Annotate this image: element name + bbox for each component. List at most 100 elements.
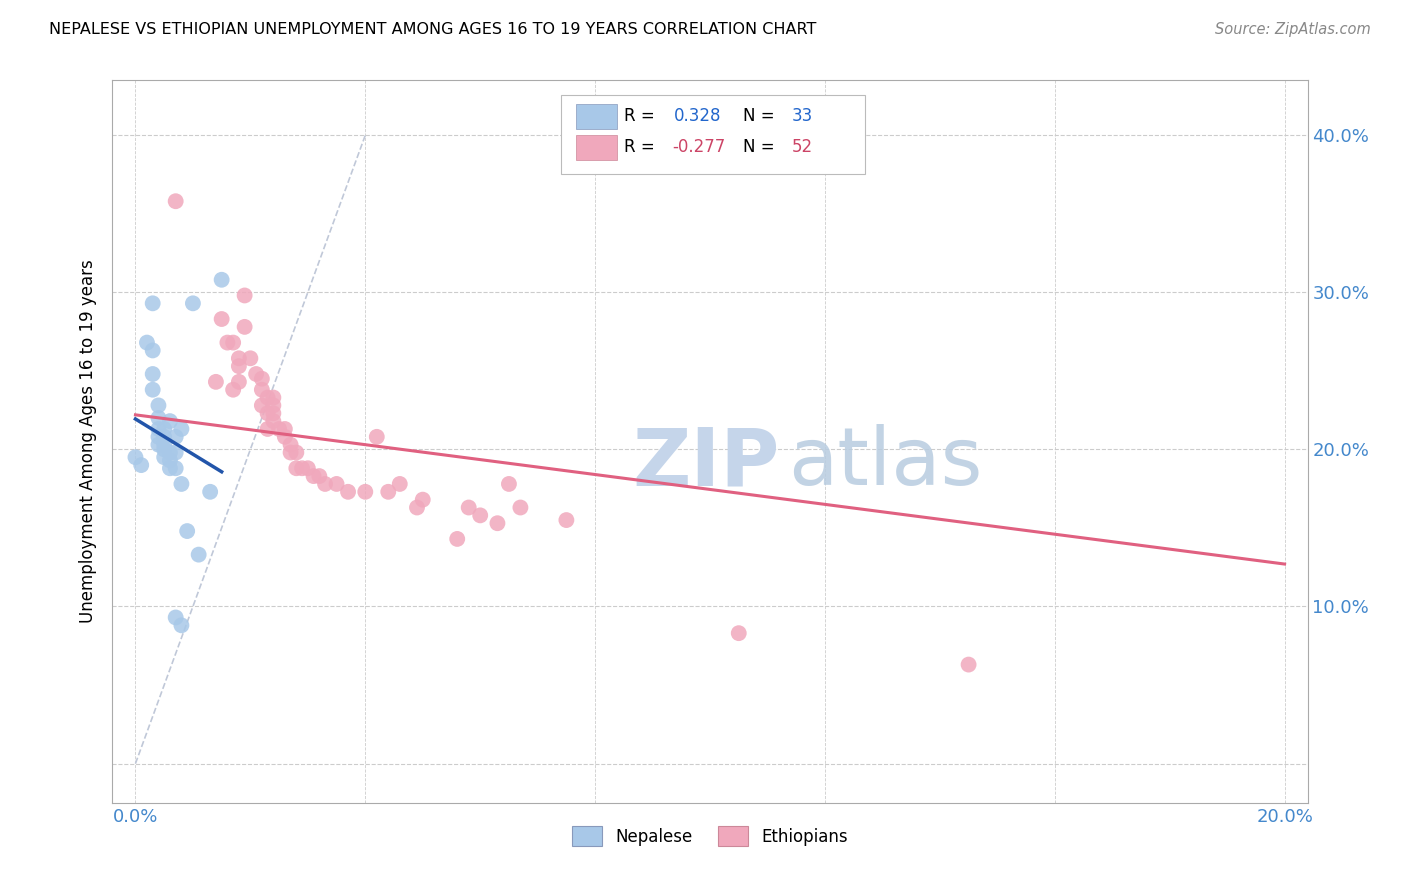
Point — [217, 335, 239, 350]
Point — [165, 610, 187, 624]
Text: ZIP: ZIP — [633, 425, 779, 502]
Point — [239, 351, 262, 366]
FancyBboxPatch shape — [561, 95, 866, 174]
Point — [124, 450, 146, 465]
Point — [727, 626, 749, 640]
Point — [159, 461, 181, 475]
Point — [250, 383, 273, 397]
FancyBboxPatch shape — [576, 104, 617, 128]
Point — [165, 445, 187, 459]
Text: 0.328: 0.328 — [675, 107, 721, 126]
Point — [142, 367, 165, 381]
Point — [142, 296, 165, 310]
Point — [262, 414, 284, 428]
Point — [153, 430, 176, 444]
Point — [148, 398, 170, 412]
Point — [170, 618, 193, 632]
Text: -0.277: -0.277 — [672, 138, 725, 156]
Point — [470, 508, 492, 523]
Point — [222, 383, 245, 397]
Point — [233, 288, 256, 302]
Point — [170, 422, 193, 436]
Point — [228, 375, 250, 389]
Point — [250, 398, 273, 412]
Point — [366, 430, 388, 444]
Point — [337, 484, 360, 499]
Point — [406, 500, 429, 515]
Point — [245, 367, 267, 381]
Point — [280, 438, 302, 452]
Point — [314, 477, 336, 491]
Point — [165, 430, 187, 444]
Point — [159, 414, 181, 428]
FancyBboxPatch shape — [576, 136, 617, 160]
Point — [142, 383, 165, 397]
Point — [187, 548, 209, 562]
Point — [486, 516, 509, 531]
Text: R =: R = — [624, 107, 655, 126]
Point — [285, 461, 308, 475]
Point — [170, 477, 193, 491]
Point — [153, 438, 176, 452]
Text: N =: N = — [744, 138, 775, 156]
Point — [269, 422, 291, 436]
Point — [291, 461, 314, 475]
Point — [176, 524, 198, 538]
Point — [377, 484, 399, 499]
Point — [354, 484, 377, 499]
Point — [165, 461, 187, 475]
Point — [555, 513, 578, 527]
Point — [153, 450, 176, 465]
Point — [211, 273, 233, 287]
Point — [412, 492, 434, 507]
Point — [159, 445, 181, 459]
Point — [256, 422, 278, 436]
Point — [165, 194, 187, 209]
Point — [250, 372, 273, 386]
Text: R =: R = — [624, 138, 655, 156]
Point — [498, 477, 520, 491]
Point — [297, 461, 319, 475]
Point — [228, 351, 250, 366]
Point — [262, 398, 284, 412]
Point — [256, 406, 278, 420]
Point — [325, 477, 347, 491]
Point — [129, 458, 152, 472]
Point — [256, 391, 278, 405]
Point — [148, 411, 170, 425]
Point — [211, 312, 233, 326]
Point — [509, 500, 531, 515]
Point — [233, 319, 256, 334]
Point — [388, 477, 411, 491]
Point — [262, 391, 284, 405]
Point — [308, 469, 330, 483]
Point — [262, 406, 284, 420]
Point — [302, 469, 325, 483]
Point — [148, 438, 170, 452]
Point — [446, 532, 468, 546]
Point — [153, 442, 176, 457]
Point — [280, 445, 302, 459]
Text: atlas: atlas — [787, 425, 981, 502]
Y-axis label: Unemployment Among Ages 16 to 19 years: Unemployment Among Ages 16 to 19 years — [79, 260, 97, 624]
Point — [181, 296, 204, 310]
Text: 52: 52 — [792, 138, 813, 156]
Point — [148, 422, 170, 436]
Text: 33: 33 — [792, 107, 813, 126]
Point — [222, 335, 245, 350]
Text: Source: ZipAtlas.com: Source: ZipAtlas.com — [1215, 22, 1371, 37]
Point — [153, 422, 176, 436]
Text: NEPALESE VS ETHIOPIAN UNEMPLOYMENT AMONG AGES 16 TO 19 YEARS CORRELATION CHART: NEPALESE VS ETHIOPIAN UNEMPLOYMENT AMONG… — [49, 22, 817, 37]
Point — [148, 430, 170, 444]
Point — [198, 484, 221, 499]
Point — [457, 500, 479, 515]
Point — [159, 453, 181, 467]
Point — [285, 445, 308, 459]
Point — [274, 430, 297, 444]
Point — [957, 657, 980, 672]
Point — [274, 422, 297, 436]
Legend: Nepalese, Ethiopians: Nepalese, Ethiopians — [565, 820, 855, 852]
Point — [205, 375, 228, 389]
Text: N =: N = — [744, 107, 775, 126]
Point — [142, 343, 165, 358]
